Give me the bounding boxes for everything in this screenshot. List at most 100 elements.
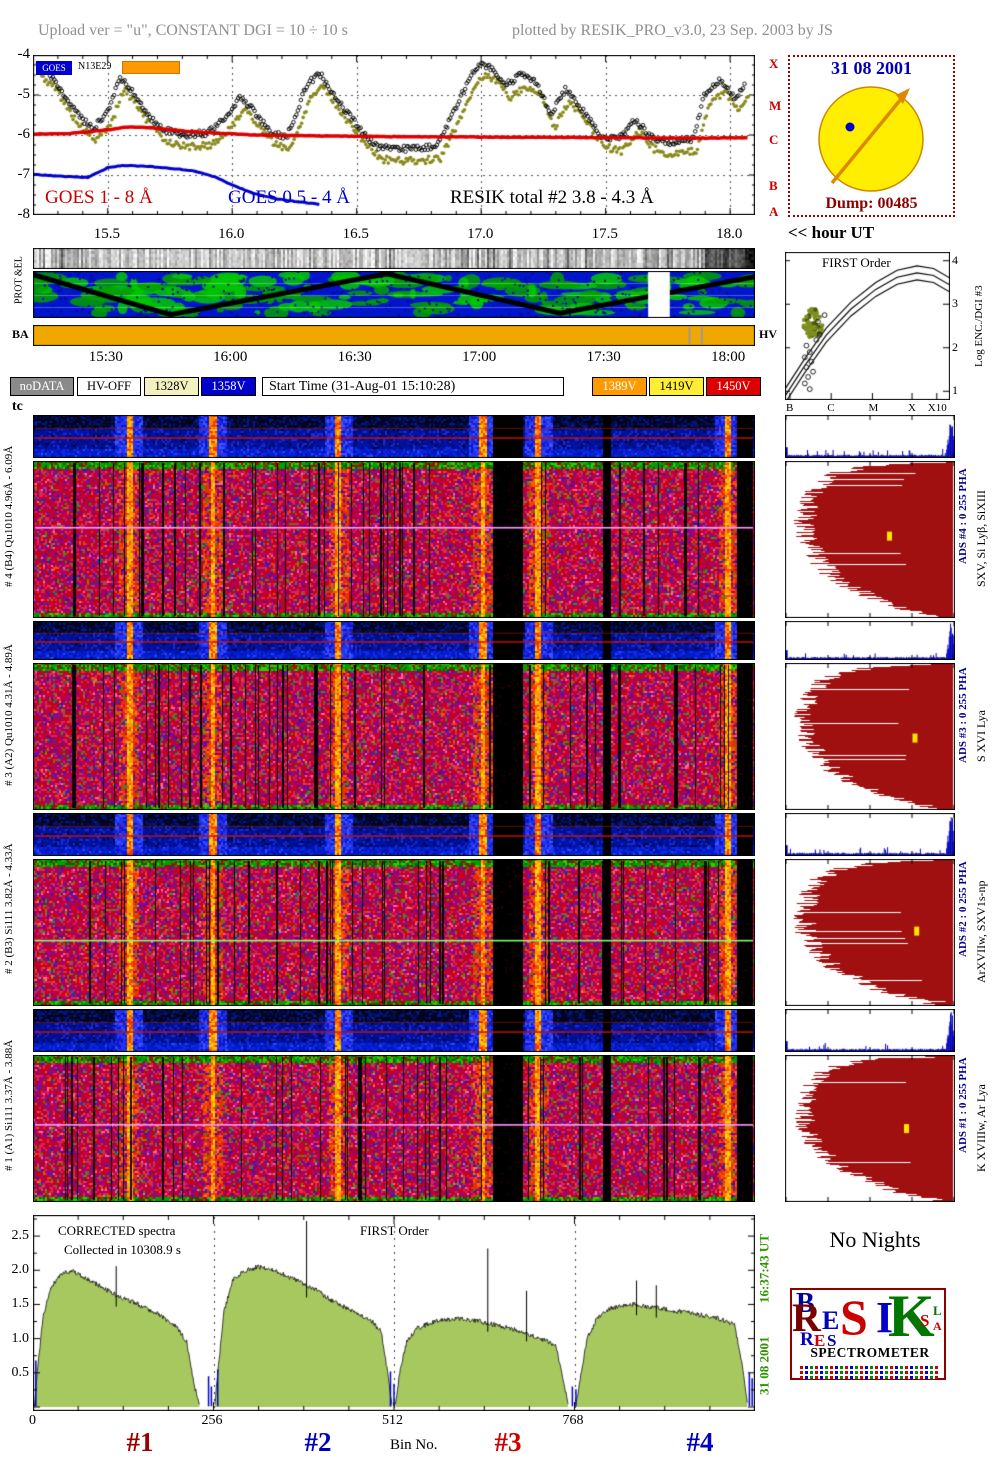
pha-histogram-6: [785, 1009, 955, 1052]
ads-pha-label: ADS #2 : 0 255 PHA: [956, 861, 969, 957]
goes-xtick-label: 17.0: [467, 226, 494, 242]
spectrum-xtick-label: 0: [29, 1413, 36, 1428]
pha-histogram-3: [785, 663, 955, 810]
hv-status-strip: [33, 325, 755, 346]
spectrogram-row-5: [33, 859, 755, 1006]
logo-letter: E: [822, 1306, 840, 1335]
logo-fineprint-line: [800, 1371, 938, 1374]
goes-class-letter: X: [769, 56, 779, 71]
goes-flux-plot: [33, 55, 755, 215]
logo-letter: L: [933, 1303, 942, 1318]
spectrum-xtick-label: 512: [382, 1413, 403, 1428]
header-upload-info: Upload ver = "u", CONSTANT DGI = 10 ÷ 10…: [38, 22, 348, 39]
strip-time-label: 17:30: [586, 349, 621, 365]
spectrogram-channel-label: # 2 (B3) Si111 3.82Å - 4.33Å: [2, 843, 15, 975]
logo-letter: E: [814, 1331, 826, 1350]
logo-letter: K: [888, 1283, 935, 1349]
start-time-box: Start Time (31-Aug-01 15:10:28): [262, 377, 564, 396]
enc-dgi-axis-label: Log ENC./DGI #3: [972, 285, 985, 367]
strip-time-label: 16:00: [213, 349, 248, 365]
solar-disk-panel: 31 08 2001 Dump: 00485: [788, 55, 955, 217]
hv-legend-chip: 1450V: [706, 377, 761, 396]
fo-xtick-label: C: [827, 402, 835, 414]
goes-xtick-label: 16.5: [342, 226, 369, 242]
goes-ytick-label: -8: [17, 206, 31, 222]
logo-letter: S: [827, 1331, 837, 1350]
quadrant-label: #4: [686, 1427, 714, 1457]
spectrometer-label: SPECTROMETER: [810, 1345, 930, 1360]
collected-time-annotation: Collected in 10308.9 s: [64, 1242, 181, 1257]
corrected-spectra-plot: [33, 1215, 755, 1411]
spectral-line-label: K XVIIIw, Ar Lya: [973, 1084, 988, 1172]
flare-position-dot: [845, 122, 855, 132]
spectrogram-row-6: [33, 1009, 755, 1052]
hv-legend-chip: 1419V: [649, 377, 704, 396]
goes-class-letter: C: [769, 132, 779, 147]
orbit-map-strip: [33, 271, 755, 318]
quadrant-label: #3: [494, 1427, 522, 1457]
fo-xtick-label: M: [868, 402, 879, 414]
prot-el-label: PROT &EL: [13, 256, 25, 304]
spectrogram-channel-label: # 4 (B4) Qu1010 4.96Å - 6.09Å: [2, 445, 15, 587]
corrected-spectra-annotation: CORRECTED spectra: [58, 1223, 176, 1238]
fo-xtick-label: X: [908, 402, 916, 414]
hv-legend-chip: noDATA: [10, 377, 74, 396]
logo-letter: S: [920, 1311, 930, 1330]
ads-pha-label: ADS #3 : 0 255 PHA: [956, 667, 969, 763]
logo-letter: I: [876, 1293, 894, 1342]
end-time-label: 16:37:43 UT: [756, 1234, 772, 1304]
proton-electron-strip: [33, 248, 755, 269]
legend-goes-05-4: GOES 0.5 - 4 Å: [228, 187, 350, 208]
spectrogram-row-0: [33, 415, 755, 458]
hv-label: HV: [759, 327, 777, 341]
goes-class-letter: A: [769, 204, 779, 219]
logo-letter: S: [840, 1289, 868, 1345]
goes-ytick-label: -4: [17, 46, 31, 62]
region-marker-bar: [122, 61, 180, 74]
hv-legend-chip: 1328V: [144, 377, 199, 396]
arrow-head-icon: [896, 88, 910, 104]
pha-histogram-4: [785, 813, 955, 856]
spectrum-ytick-label: 2.0: [11, 1262, 30, 1278]
enc-tick-label: 1: [952, 383, 958, 398]
hv-legend-chip: 1358V: [201, 377, 256, 396]
spectrum-xtick-label: 256: [201, 1413, 223, 1428]
hv-legend-chip: 1389V: [592, 377, 647, 396]
spectrum-ytick-label: 2.5: [11, 1228, 30, 1244]
bin-number-axis-label: Bin No.: [390, 1437, 438, 1453]
goes-class-letter: B: [769, 178, 778, 193]
tc-label: tc: [12, 399, 23, 414]
spectrogram-channel-label: # 1 (A1) Si111 3.37Å - 3.88Å: [2, 1039, 15, 1171]
legend-goes-1-8: GOES 1 - 8 Å: [45, 187, 153, 208]
no-nights-label: No Nights: [829, 1227, 921, 1252]
spectrogram-row-1: [33, 461, 755, 618]
goes-xtick-label: 15.5: [93, 226, 120, 242]
solar-disk: [818, 86, 924, 192]
enc-tick-label: 2: [952, 339, 958, 354]
header-credit: plotted by RESIK_PRO_v3.0, 23 Sep. 2003 …: [512, 22, 833, 39]
spectral-line-label: SXV, Si Lyβ, SiXIII: [973, 490, 988, 588]
logo-letter: R: [800, 1329, 814, 1350]
fo-xtick-label: B: [785, 402, 794, 414]
first-order-annotation: FIRST Order: [360, 1223, 429, 1238]
logo-letter: R: [792, 1295, 821, 1340]
spectrum-ytick-label: 0.5: [11, 1364, 30, 1380]
solar-disk-graphic: [818, 86, 924, 192]
dump-number: Dump: 00485: [825, 195, 918, 212]
enc-tick-label: 3: [952, 296, 958, 311]
spectrum-ytick-label: 1.5: [11, 1296, 30, 1312]
legend-resik-total: RESIK total #2 3.8 - 4.3 Å: [450, 187, 654, 208]
goes-ytick-label: -7: [17, 166, 31, 182]
quadrant-label: #2: [304, 1427, 332, 1457]
date-side-label: 31 08 2001: [756, 1336, 772, 1396]
ba-label: BA: [12, 327, 29, 341]
fo-xtick-label: X10: [927, 402, 947, 414]
hv-legend-chip: HV-OFF: [77, 377, 141, 396]
strip-time-label: 18:00: [711, 349, 746, 365]
ads-pha-label: ADS #1 : 0 255 PHA: [956, 1057, 969, 1153]
goes-ytick-label: -6: [17, 126, 31, 142]
ads-pha-label: ADS #4 : 0 255 PHA: [956, 468, 969, 564]
logo-letter: B: [796, 1288, 815, 1319]
